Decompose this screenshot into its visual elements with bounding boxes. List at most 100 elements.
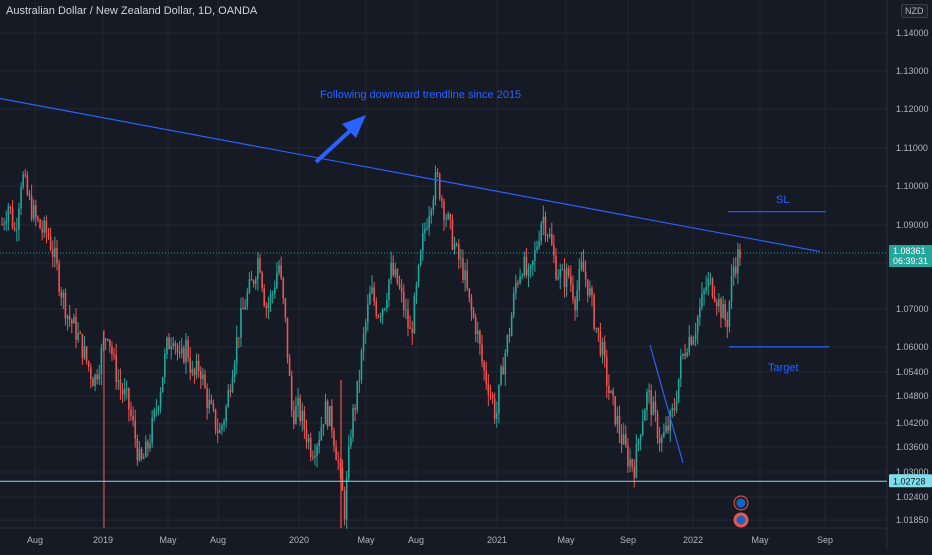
last-price-badge <box>889 245 932 267</box>
candle-body <box>472 310 475 318</box>
candle-body <box>328 406 331 427</box>
candle-body <box>489 394 492 396</box>
candle-body <box>415 284 418 296</box>
candle-body <box>257 258 259 280</box>
candle-body <box>572 284 574 300</box>
candle-body <box>151 417 153 444</box>
candle-body <box>677 378 680 402</box>
candle-body <box>153 409 156 418</box>
candle-body <box>436 172 439 174</box>
candle-body <box>343 490 346 520</box>
candle-body <box>713 296 716 301</box>
candle-body <box>109 339 111 346</box>
level-value: 1.02728 <box>893 476 926 486</box>
candle-body <box>641 420 644 435</box>
arrow-shaft <box>314 126 355 164</box>
candle-body <box>51 249 54 257</box>
currency-badge[interactable]: NZD <box>901 4 928 18</box>
candle-body <box>142 457 145 459</box>
candle-body <box>684 353 686 357</box>
candle-body <box>669 411 672 431</box>
candle-body <box>589 288 591 296</box>
candle-body <box>502 366 504 375</box>
candle-body <box>622 434 625 445</box>
candle-body <box>140 448 143 459</box>
candle-body <box>45 220 48 234</box>
candle-body <box>688 336 691 353</box>
candle-body <box>318 440 320 447</box>
symbol-title: Australian Dollar / New Zealand Dollar, … <box>6 5 258 17</box>
candle-body <box>197 360 200 371</box>
candle-body <box>337 459 340 462</box>
candle-body <box>119 380 122 390</box>
candle-body <box>737 249 739 274</box>
candle-body <box>371 287 373 294</box>
candle-body <box>491 394 494 399</box>
candle-body <box>599 331 602 355</box>
candle-body <box>409 327 411 330</box>
candle-body <box>37 216 39 220</box>
candle-body <box>656 412 659 438</box>
candle-body <box>70 319 73 324</box>
candle-body <box>375 301 378 316</box>
y-tick-label: 1.05400 <box>896 367 929 377</box>
candle-body <box>612 390 614 397</box>
candle-body <box>312 456 314 458</box>
candle-body <box>610 390 612 394</box>
y-tick-label: 1.03600 <box>896 442 929 452</box>
candle-body <box>284 298 287 318</box>
candle-body <box>690 336 693 345</box>
y-tick-label: 1.10000 <box>896 181 929 191</box>
candle-body <box>73 316 75 324</box>
candle-body <box>443 200 445 220</box>
candle-body <box>240 308 242 338</box>
candle-body <box>718 299 720 307</box>
candle-body <box>178 352 181 354</box>
candle-body <box>593 295 595 329</box>
candle-body <box>728 301 731 327</box>
x-tick-label: 2022 <box>683 535 703 545</box>
candle-body <box>293 410 295 424</box>
candle-body <box>739 249 741 259</box>
candle-body <box>168 337 170 350</box>
x-tick-label: Sep <box>620 535 636 545</box>
x-tick-label: 2020 <box>289 535 309 545</box>
candle-body <box>504 352 507 375</box>
x-tick-label: May <box>357 535 375 545</box>
candle-body <box>269 293 272 304</box>
candle-body <box>159 392 162 408</box>
candle-body <box>428 216 430 228</box>
candle-body <box>149 443 151 449</box>
candle-body <box>265 305 268 309</box>
candle-body <box>546 235 549 237</box>
candle-body <box>633 466 636 478</box>
candle-body <box>187 340 189 359</box>
candle-body <box>90 367 92 379</box>
candle-body <box>500 366 502 385</box>
candle-body <box>591 288 593 296</box>
candle-body <box>290 375 293 411</box>
candle-body <box>189 358 192 373</box>
candle-body <box>567 268 570 276</box>
candle-body <box>356 380 359 410</box>
candle-body <box>652 401 655 416</box>
candle-body <box>299 398 301 421</box>
candle-body <box>98 374 101 380</box>
candle-body <box>66 315 69 319</box>
candle-body <box>631 459 633 467</box>
candle-body <box>457 244 460 260</box>
candle-body <box>24 174 27 176</box>
candle-body <box>231 377 234 392</box>
candle-body <box>32 205 35 219</box>
candle-body <box>43 220 46 233</box>
candle-body <box>648 390 650 392</box>
candle-body <box>223 421 225 426</box>
candle-body <box>487 383 490 395</box>
candle-body <box>347 445 350 479</box>
candle-body <box>259 258 261 273</box>
candle-body <box>667 425 669 431</box>
candle-body <box>620 434 623 445</box>
candle-body <box>466 270 469 289</box>
candle-body <box>305 429 308 442</box>
